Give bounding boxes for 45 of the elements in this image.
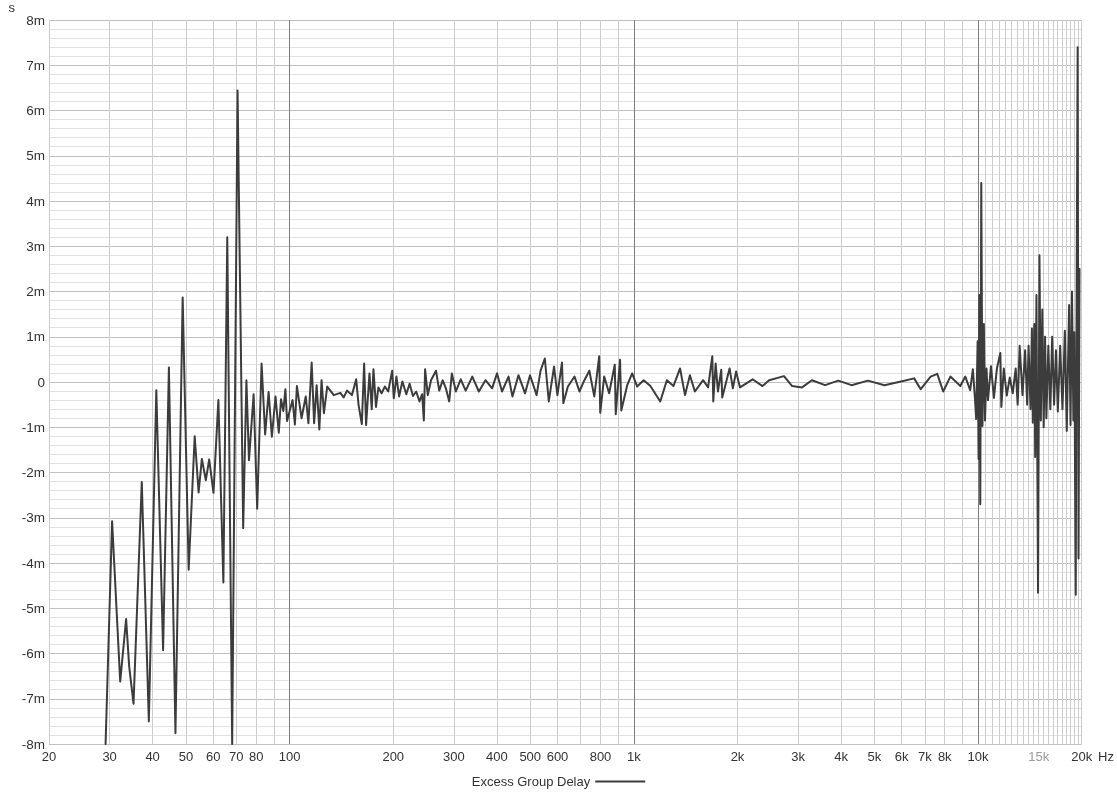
- x-tick-label: 7k: [917, 749, 933, 764]
- y-tick-label: 2m: [26, 284, 45, 299]
- x-tick-label: 80: [249, 749, 264, 764]
- x-tick-label: 20: [41, 749, 57, 764]
- x-tick-label: 300: [443, 749, 465, 764]
- x-tick-label: 4k: [834, 749, 849, 764]
- y-tick-label: -7m: [21, 691, 45, 707]
- x-tick-label: 40: [145, 749, 160, 764]
- y-tick-label: 5m: [26, 148, 45, 164]
- y-tick-label: 3m: [26, 238, 45, 254]
- x-tick-label: 3k: [791, 749, 806, 764]
- x-tick-label: 70: [229, 749, 244, 764]
- y-axis-title: s: [8, 0, 16, 15]
- x-tick-label: 15k: [1028, 749, 1050, 764]
- x-tick-label: 5k: [867, 749, 882, 764]
- x-tick-label: 30: [102, 749, 117, 764]
- x-tick-label: 600: [546, 749, 569, 764]
- x-tick-label: 60: [206, 749, 221, 764]
- y-tick-label: -2m: [21, 465, 45, 480]
- x-tick-label: 2k: [730, 749, 745, 764]
- x-tick-label: 10k: [967, 749, 990, 764]
- x-tick-label: 200: [382, 749, 405, 764]
- y-tick-label: 8m: [26, 12, 45, 28]
- x-axis-title: Hz: [1098, 749, 1114, 764]
- x-tick-label: 6k: [894, 749, 910, 764]
- x-tick-label: 500: [519, 749, 542, 764]
- x-tick-label: 8k: [937, 749, 953, 764]
- x-tick-label: 400: [486, 749, 508, 764]
- y-tick-label: -4m: [21, 555, 45, 571]
- y-tick-label: 4m: [26, 193, 45, 209]
- x-tick-label: 100: [278, 749, 301, 764]
- y-tick-label: 6m: [26, 103, 45, 118]
- y-tick-label: 0: [37, 374, 45, 390]
- y-tick-label: -8m: [21, 736, 45, 752]
- y-tick-label: 1m: [26, 329, 45, 345]
- x-tick-label: 20k: [1071, 749, 1093, 764]
- y-tick-label: -6m: [21, 646, 45, 661]
- y-tick-label: -5m: [21, 600, 45, 616]
- x-tick-label: 800: [589, 749, 612, 764]
- y-tick-label: -3m: [21, 510, 45, 526]
- legend-label: Excess Group Delay: [471, 774, 591, 789]
- x-tick-label: 1k: [626, 749, 642, 764]
- y-tick-label: 7m: [26, 57, 45, 73]
- y-tick-label: -1m: [21, 419, 45, 435]
- x-tick-label: 50: [178, 749, 194, 764]
